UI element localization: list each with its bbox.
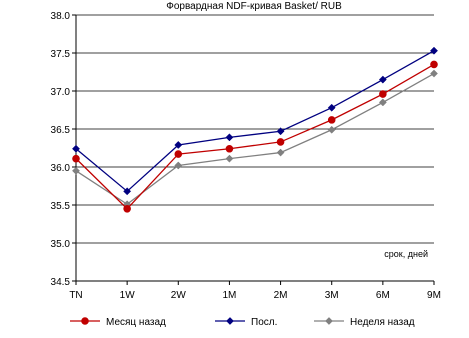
data-point: [379, 90, 387, 98]
x-tick-label: 6M: [376, 290, 390, 301]
x-tick-label: TN: [69, 290, 82, 301]
y-tick-label: 35.0: [51, 239, 71, 250]
x-tick-label: 1M: [222, 290, 236, 301]
series-line: [75, 72, 435, 206]
data-point: [174, 150, 183, 158]
legend-marker: [325, 317, 333, 325]
x-tick-label: 2W: [171, 290, 187, 301]
series-line: [75, 63, 435, 210]
data-point: [72, 154, 80, 163]
series-line: [75, 50, 435, 193]
legend-item: Посл.: [215, 317, 277, 328]
y-tick-label: 36.5: [51, 125, 71, 136]
data-point: [378, 75, 387, 84]
y-tick-label: 37.5: [51, 49, 71, 60]
data-point: [327, 116, 336, 124]
data-point: [174, 141, 183, 149]
legend-marker: [81, 317, 89, 325]
series-lines: [72, 46, 438, 213]
data-point: [72, 166, 80, 175]
x-tick-label: 1W: [120, 290, 136, 301]
data-point: [430, 60, 438, 69]
data-point: [123, 187, 132, 196]
y-tick-label: 38.0: [51, 11, 71, 22]
legend-label: Посл.: [251, 317, 277, 328]
x-tick-label: 2M: [274, 290, 288, 301]
data-point: [276, 138, 285, 146]
data-point: [430, 69, 438, 78]
x-tick-label: 3M: [325, 290, 339, 301]
data-point: [378, 98, 387, 107]
gridlines: [76, 14, 434, 282]
series-0: [72, 60, 438, 213]
data-point: [225, 144, 234, 153]
chart-title: Форвардная NDF-кривая Basket/ RUB: [166, 1, 342, 12]
axis-annotation: срок, дней: [384, 249, 428, 259]
series-1: [72, 46, 438, 196]
data-point: [276, 127, 285, 136]
x-tick-label: 9M: [427, 290, 441, 301]
data-point: [430, 46, 438, 55]
y-tick-label: 34.5: [51, 277, 71, 288]
legend-label: Неделя назад: [350, 317, 415, 328]
legend-label: Месяц назад: [106, 317, 166, 328]
data-point: [276, 148, 285, 157]
data-point: [327, 103, 336, 112]
data-point: [225, 154, 234, 163]
data-point: [123, 205, 131, 213]
data-point: [72, 144, 80, 153]
legend: Месяц назад Посл. Неделя назад: [70, 317, 415, 328]
y-tick-label: 37.0: [51, 87, 71, 98]
data-point: [225, 133, 234, 142]
legend-item: Неделя назад: [314, 317, 415, 328]
y-tick-label: 36.0: [51, 163, 71, 174]
legend-marker: [226, 317, 234, 325]
legend-item: Месяц назад: [70, 317, 166, 328]
data-point: [174, 161, 183, 170]
y-tick-label: 35.5: [51, 201, 71, 212]
axes: 34.5 35.0 35.5 36.0 36.5 37.0 37.5 38.0 TN 1W 2W 1M…: [51, 11, 441, 301]
data-point: [327, 125, 336, 134]
